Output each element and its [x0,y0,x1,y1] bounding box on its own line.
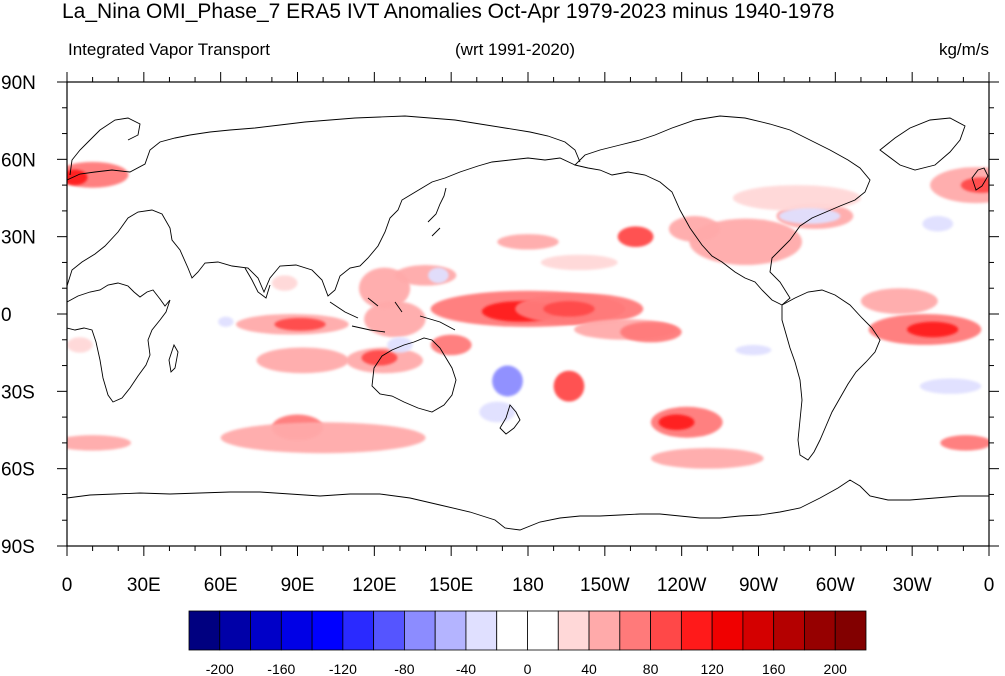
lon-label: 120E [352,575,396,596]
anomaly-region [271,275,298,291]
colorbar-swatch [219,610,251,651]
lon-label: 90W [739,575,778,596]
lon-label: 150E [429,575,473,596]
anomaly-region [778,208,841,224]
anomaly-region [364,301,426,338]
colorbar-swatch [496,610,528,651]
axis-ticks [57,72,999,556]
anomaly-region [497,234,559,250]
anomaly-region [67,337,93,353]
lon-label: 0 [62,575,73,596]
lon-label: 90E [281,575,315,596]
colorbar-swatch [404,610,436,651]
units-label: kg/m/s [938,40,989,59]
colorbar-swatch [557,610,590,651]
anomaly-region [922,216,954,232]
latitude-labels: 90N 60N 30N 0 30S 60S 90S [1,73,36,558]
lon-label: 120W [657,575,707,596]
colorbar-swatch [188,610,221,651]
colorbar-swatch [773,610,805,651]
colorbar-swatch [527,610,559,651]
anomaly-region [617,226,654,247]
coastlines [67,115,989,531]
anomaly-region [540,254,618,271]
anomaly-region [650,448,764,469]
lon-label: 60E [204,575,238,596]
anomaly-region [492,365,523,397]
anomaly-region [256,347,349,374]
anomaly-region [220,422,426,454]
map-title: La_Nina OMI_Phase_7 ERA5 IVT Anomalies O… [62,0,835,23]
anomaly-region [218,316,234,327]
colorbar-swatch [588,610,621,651]
lon-label: 30W [893,575,932,596]
variable-label: Integrated Vapor Transport [68,40,270,59]
lon-label: 0 [984,575,995,596]
colorbar-swatch [834,610,867,651]
colorbar: -200 -160 -120 -80 -40 0 40 80 120 160 200 [188,610,867,676]
anomaly-region [67,435,132,451]
anomaly-shading [67,161,989,469]
lon-label: 60W [816,575,855,596]
anomaly-region [428,267,449,284]
anomaly-region [543,301,595,317]
colorbar-label: 120 [700,661,724,676]
colorbar-label: -80 [394,661,414,676]
colorbar-swatch [250,610,282,651]
anomaly-region [67,169,88,186]
lat-label: 30N [1,228,36,249]
colorbar-swatch [680,610,713,651]
longitude-labels: 0 30E 60E 90E 120E 150E 180 150W 120W 90W 60W 30W 0 [62,575,995,596]
colorbar-label: 0 [524,661,532,676]
colorbar-label: 40 [581,661,597,676]
reference-period-label: (wrt 1991-2020) [455,40,576,59]
anomaly-region [735,344,772,356]
colorbar-swatch [434,610,467,651]
anomaly-region [274,317,326,331]
colorbar-label: -120 [329,661,357,676]
colorbar-swatch [373,610,405,651]
colorbar-swatch [804,610,836,651]
anomaly-region [553,370,585,402]
colorbar-swatch [342,610,375,651]
colorbar-swatch [619,610,651,651]
lon-label: 150W [580,575,630,596]
lat-label: 60S [1,460,35,481]
lat-label: 90S [1,537,35,558]
lat-label: 90N [1,73,36,94]
lat-label: 30S [1,382,35,403]
anomaly-region [860,288,938,314]
colorbar-label: -40 [456,661,476,676]
colorbar-swatch [742,610,775,651]
colorbar-label: 160 [762,661,786,676]
anomaly-region [919,378,982,394]
anomaly-region [658,414,695,430]
colorbar-swatch [650,610,682,651]
anomaly-region [361,350,398,366]
colorbar-label: 200 [824,661,848,676]
anomaly-region [930,167,989,204]
anomaly-region [387,337,413,353]
lon-label: 30E [127,575,161,596]
anomaly-region [940,435,989,451]
colorbar-label: 80 [643,661,659,676]
colorbar-swatch [711,610,744,651]
colorbar-swatch [311,610,344,651]
colorbar-swatch [465,610,498,651]
colorbar-swatch [280,610,313,651]
lat-label: 60N [1,150,36,171]
anomaly-region [620,321,682,343]
lon-label: 180 [512,575,544,596]
anomaly-region [668,216,721,242]
anomaly-region [907,321,959,338]
lat-label: 0 [1,305,12,326]
anomaly-region [960,177,989,193]
anomaly-region [732,185,861,211]
colorbar-label: -160 [267,661,295,676]
colorbar-label: -200 [206,661,234,676]
